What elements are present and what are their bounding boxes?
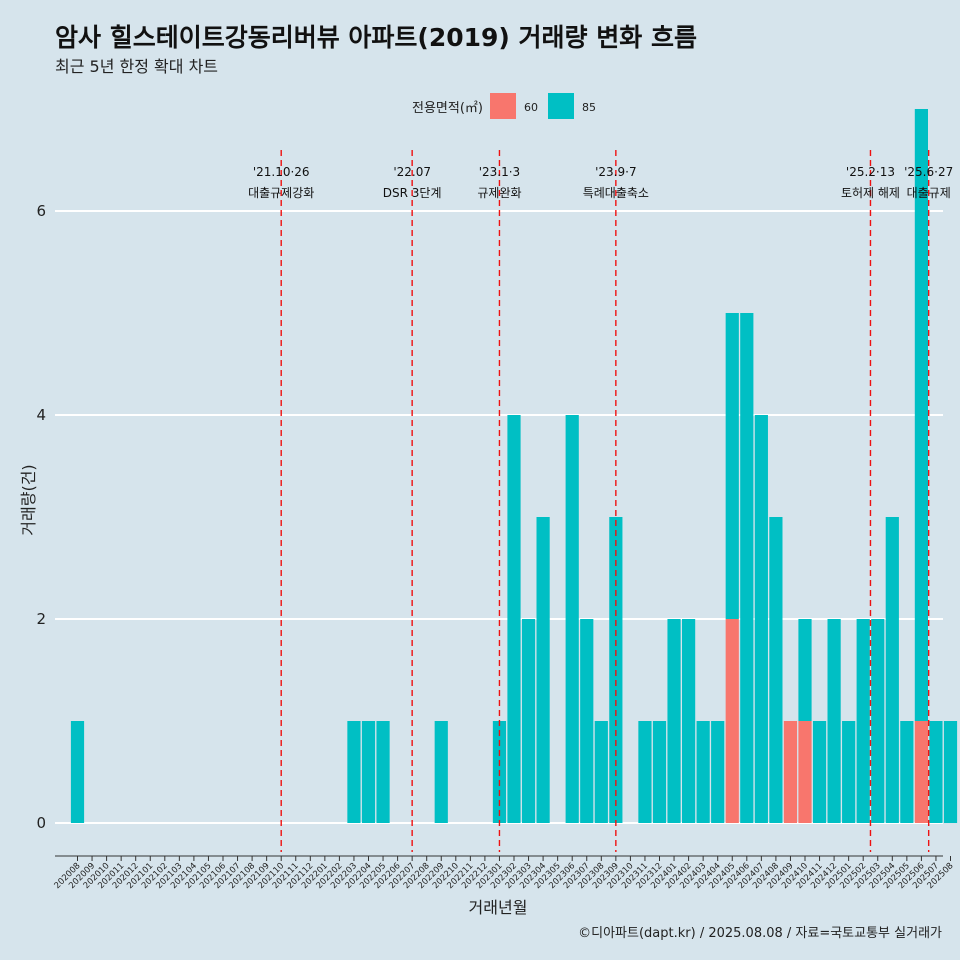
bar-60 — [798, 721, 812, 823]
event-label: 규제완화 — [477, 186, 521, 200]
y-tick-label: 2 — [36, 610, 46, 628]
bar-85 — [361, 721, 376, 823]
y-tick-label: 6 — [36, 202, 46, 220]
bar-60 — [914, 721, 928, 823]
bar-85 — [900, 721, 914, 823]
bar-85 — [521, 619, 536, 823]
bar-85 — [798, 619, 812, 721]
event-date: '23.9·7 — [595, 165, 636, 179]
y-tick-label: 4 — [36, 406, 46, 424]
event-date: '21.10·26 — [253, 165, 310, 179]
bar-60 — [725, 619, 739, 823]
bar-85 — [711, 721, 725, 823]
event-date: '23.1·3 — [479, 165, 520, 179]
x-axis-title: 거래년월 — [469, 898, 528, 917]
bar-85 — [740, 313, 754, 823]
bar-85 — [376, 721, 390, 823]
event-label: 대출규제강화 — [248, 186, 314, 200]
bar-85 — [696, 721, 710, 823]
chart-subtitle: 최근 5년 한정 확대 차트 — [55, 57, 219, 76]
bar-85 — [754, 415, 768, 823]
bar-85 — [667, 619, 681, 823]
bar-85 — [638, 721, 652, 823]
event-label: DSR 3단계 — [383, 186, 442, 200]
bar-85 — [682, 619, 696, 823]
event-date: '25.6·27 — [904, 165, 953, 179]
bar-85 — [871, 619, 885, 823]
legend-label-85: 85 — [582, 101, 596, 114]
bar-85 — [580, 619, 594, 823]
bar-60 — [783, 721, 798, 823]
event-label: 대출규제 — [907, 186, 951, 200]
bar-85 — [725, 313, 739, 619]
bar-85 — [594, 721, 608, 823]
bar-85 — [885, 517, 899, 823]
event-date: '22.07 — [393, 165, 431, 179]
bar-85 — [536, 517, 550, 823]
chart-title: 암사 힐스테이트강동리버뷰 아파트(2019) 거래량 변화 흐름 — [55, 23, 697, 52]
bar-85 — [842, 721, 856, 823]
bar-85 — [347, 721, 361, 823]
legend-swatch-60 — [490, 93, 516, 119]
source-caption: ©디아파트(dapt.kr) / 2025.08.08 / 자료=국토교통부 실… — [578, 926, 942, 941]
event-label: 토허제 해제 — [841, 186, 900, 200]
bar-85 — [769, 517, 783, 823]
legend-swatch-85 — [548, 93, 574, 119]
legend-label-60: 60 — [524, 101, 538, 114]
bar-85 — [70, 721, 85, 823]
bar-85 — [507, 415, 521, 823]
bar-85 — [929, 721, 943, 823]
y-tick-label: 0 — [36, 814, 46, 832]
bar-85 — [856, 619, 870, 823]
bar-85 — [943, 721, 958, 823]
y-axis-title: 거래량(건) — [19, 464, 38, 535]
bar-85 — [565, 415, 579, 823]
bar-85 — [812, 721, 827, 823]
bar-85 — [652, 721, 667, 823]
bar-85 — [914, 109, 928, 721]
bar-85 — [434, 721, 448, 823]
event-label: 특례대출축소 — [583, 186, 649, 200]
event-date: '25.2·13 — [846, 165, 895, 179]
legend-title: 전용면적(㎡) — [412, 101, 483, 116]
bar-85 — [827, 619, 841, 823]
